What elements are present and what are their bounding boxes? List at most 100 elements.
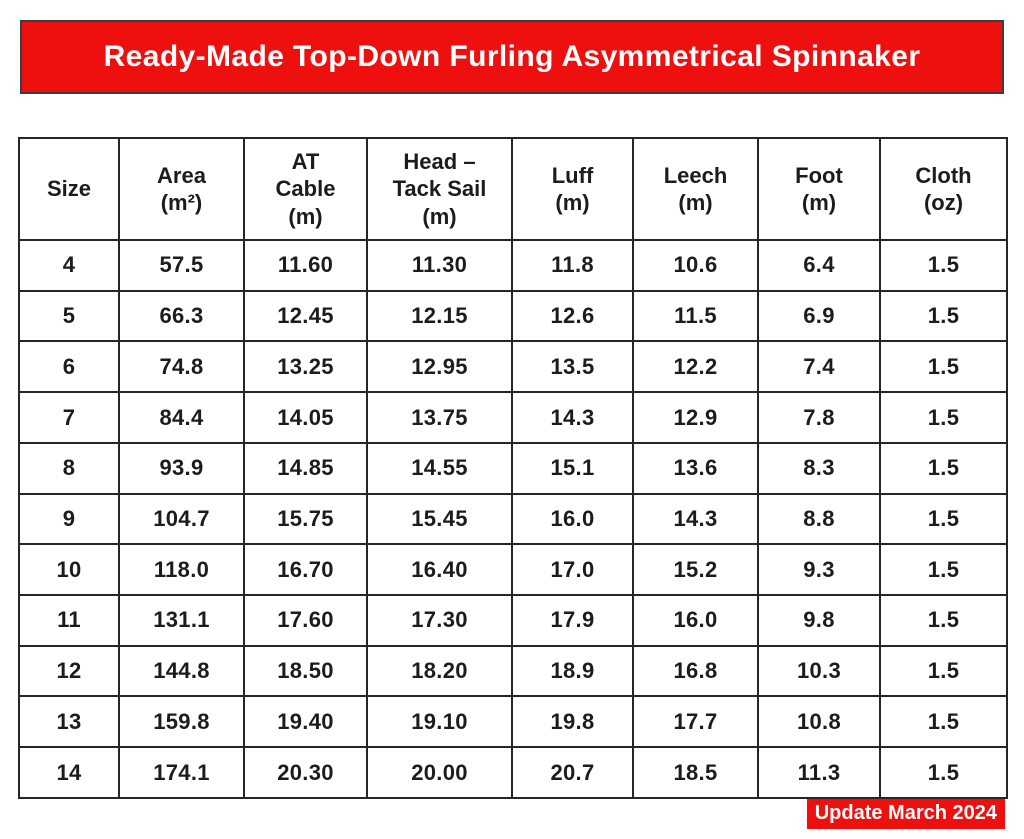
- value-cell: 9.3: [757, 543, 881, 597]
- value-cell: 17.9: [511, 594, 634, 647]
- table-row: 11 131.1 17.60 17.30 17.9 16.0 9.8 1.5: [18, 594, 1008, 647]
- value-cell: 14.05: [243, 391, 368, 444]
- value-cell: 13.25: [243, 340, 368, 394]
- value-cell: 118.0: [118, 543, 245, 597]
- value-cell: 1.5: [879, 543, 1008, 597]
- value-cell: 84.4: [118, 391, 245, 444]
- value-cell: 20.00: [366, 746, 513, 799]
- value-cell: 15.45: [366, 492, 513, 546]
- value-cell: 15.1: [511, 441, 634, 495]
- value-cell: 16.70: [243, 543, 368, 597]
- value-cell: 1.5: [879, 644, 1008, 698]
- column-header: Leech (m): [632, 137, 759, 241]
- size-cell: 11: [18, 594, 120, 647]
- size-cell: 12: [18, 644, 120, 698]
- value-cell: 18.20: [366, 644, 513, 698]
- value-cell: 1.5: [879, 492, 1008, 546]
- value-cell: 6.4: [757, 239, 881, 292]
- value-cell: 20.30: [243, 746, 368, 799]
- value-cell: 57.5: [118, 239, 245, 292]
- column-header: AT Cable (m): [243, 137, 368, 241]
- value-cell: 8.3: [757, 441, 881, 495]
- value-cell: 20.7: [511, 746, 634, 799]
- size-cell: 4: [18, 239, 120, 292]
- value-cell: 10.8: [757, 695, 881, 749]
- value-cell: 18.50: [243, 644, 368, 698]
- size-cell: 7: [18, 391, 120, 444]
- column-header: Cloth (oz): [879, 137, 1008, 241]
- column-header: Luff (m): [511, 137, 634, 241]
- value-cell: 159.8: [118, 695, 245, 749]
- size-cell: 6: [18, 340, 120, 394]
- value-cell: 131.1: [118, 594, 245, 647]
- value-cell: 13.75: [366, 391, 513, 444]
- value-cell: 10.3: [757, 644, 881, 698]
- value-cell: 74.8: [118, 340, 245, 394]
- value-cell: 12.95: [366, 340, 513, 394]
- title-banner: Ready-Made Top-Down Furling Asymmetrical…: [20, 20, 1004, 94]
- value-cell: 16.8: [632, 644, 759, 698]
- table-row: 10 118.0 16.70 16.40 17.0 15.2 9.3 1.5: [18, 543, 1008, 597]
- value-cell: 16.0: [632, 594, 759, 647]
- value-cell: 17.30: [366, 594, 513, 647]
- column-header: Size: [18, 137, 120, 241]
- value-cell: 6.9: [757, 289, 881, 343]
- value-cell: 14.3: [632, 492, 759, 546]
- value-cell: 14.3: [511, 391, 634, 444]
- value-cell: 17.60: [243, 594, 368, 647]
- value-cell: 11.30: [366, 239, 513, 292]
- update-badge: Update March 2024: [806, 799, 1005, 829]
- table-row: 7 84.4 14.05 13.75 14.3 12.9 7.8 1.5: [18, 391, 1008, 444]
- value-cell: 1.5: [879, 594, 1008, 647]
- size-cell: 10: [18, 543, 120, 597]
- value-cell: 66.3: [118, 289, 245, 343]
- value-cell: 1.5: [879, 289, 1008, 343]
- value-cell: 19.40: [243, 695, 368, 749]
- value-cell: 14.85: [243, 441, 368, 495]
- value-cell: 1.5: [879, 441, 1008, 495]
- value-cell: 12.45: [243, 289, 368, 343]
- column-header: Foot (m): [757, 137, 881, 241]
- value-cell: 1.5: [879, 391, 1008, 444]
- value-cell: 16.0: [511, 492, 634, 546]
- value-cell: 17.0: [511, 543, 634, 597]
- table-row: 4 57.5 11.60 11.30 11.8 10.6 6.4 1.5: [18, 239, 1008, 292]
- value-cell: 11.5: [632, 289, 759, 343]
- size-cell: 13: [18, 695, 120, 749]
- page-title: Ready-Made Top-Down Furling Asymmetrical…: [103, 40, 921, 73]
- value-cell: 11.8: [511, 239, 634, 292]
- value-cell: 12.15: [366, 289, 513, 343]
- value-cell: 13.5: [511, 340, 634, 394]
- spinnaker-spec-table: Size Area (m²) AT Cable (m) Head – Tack Sai…: [18, 137, 1008, 799]
- value-cell: 12.6: [511, 289, 634, 343]
- value-cell: 7.8: [757, 391, 881, 444]
- value-cell: 1.5: [879, 746, 1008, 799]
- value-cell: 8.8: [757, 492, 881, 546]
- table-row: 9 104.7 15.75 15.45 16.0 14.3 8.8 1.5: [18, 492, 1008, 546]
- value-cell: 19.10: [366, 695, 513, 749]
- table-row: 6 74.8 13.25 12.95 13.5 12.2 7.4 1.5: [18, 340, 1008, 394]
- value-cell: 11.3: [757, 746, 881, 799]
- value-cell: 1.5: [879, 340, 1008, 394]
- table-header-row: Size Area (m²) AT Cable (m) Head – Tack Sai…: [18, 137, 1008, 241]
- column-header: Head – Tack Sail (m): [366, 137, 513, 241]
- value-cell: 104.7: [118, 492, 245, 546]
- value-cell: 93.9: [118, 441, 245, 495]
- value-cell: 12.9: [632, 391, 759, 444]
- value-cell: 9.8: [757, 594, 881, 647]
- table-row: 8 93.9 14.85 14.55 15.1 13.6 8.3 1.5: [18, 441, 1008, 495]
- column-header: Area (m²): [118, 137, 245, 241]
- table-row: 5 66.3 12.45 12.15 12.6 11.5 6.9 1.5: [18, 289, 1008, 343]
- value-cell: 11.60: [243, 239, 368, 292]
- value-cell: 18.9: [511, 644, 634, 698]
- value-cell: 1.5: [879, 239, 1008, 292]
- table-row: 12 144.8 18.50 18.20 18.9 16.8 10.3 1.5: [18, 644, 1008, 698]
- value-cell: 1.5: [879, 695, 1008, 749]
- size-cell: 14: [18, 746, 120, 799]
- value-cell: 7.4: [757, 340, 881, 394]
- value-cell: 16.40: [366, 543, 513, 597]
- size-cell: 8: [18, 441, 120, 495]
- table-row: 13 159.8 19.40 19.10 19.8 17.7 10.8 1.5: [18, 695, 1008, 749]
- value-cell: 15.75: [243, 492, 368, 546]
